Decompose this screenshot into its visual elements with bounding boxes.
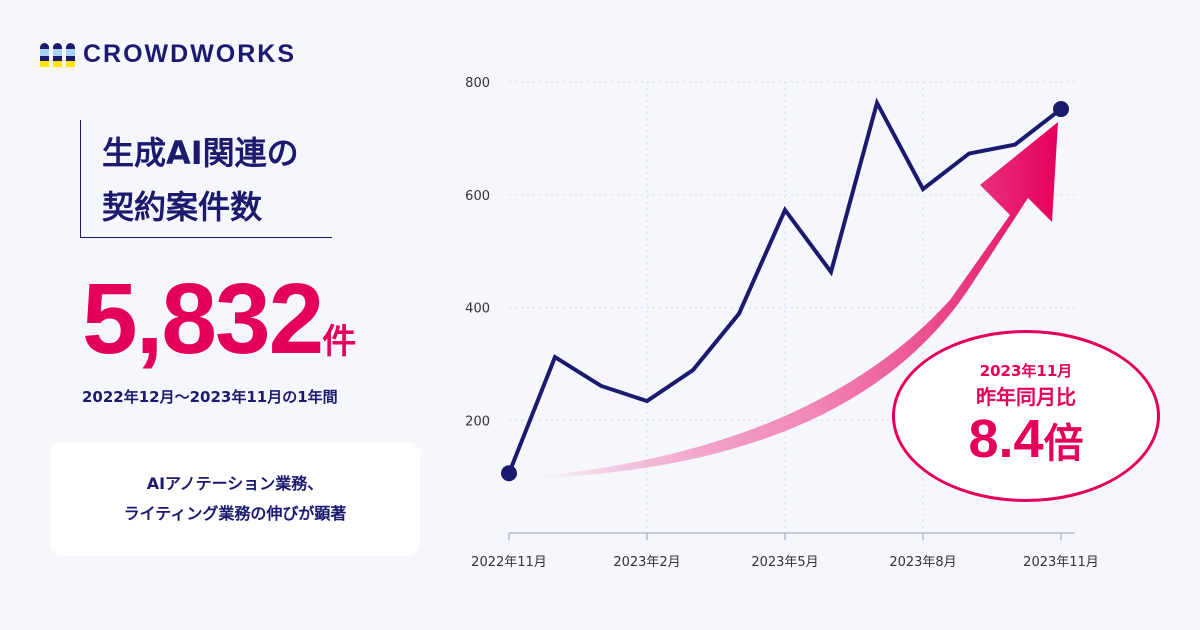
y-tick-label: 200 — [465, 414, 490, 429]
badge-value: 8.4 — [968, 408, 1044, 469]
badge-date: 2023年11月 — [979, 361, 1073, 380]
y-tick-label: 800 — [465, 76, 490, 91]
y-tick-label: 600 — [465, 189, 490, 204]
series-line — [507, 97, 1063, 474]
data-point — [1053, 101, 1069, 118]
headline-bubble — [80, 120, 332, 238]
note-line1: AIアノテーション業務、 — [146, 474, 324, 493]
note-line2: ライティング業務の伸びが顕著 — [123, 504, 347, 523]
x-tick-label: 2023年5月 — [751, 555, 818, 570]
contract-count: 5,832件 — [82, 262, 356, 377]
period-text: 2022年12月〜2023年11月の1年間 — [82, 388, 338, 406]
growth-arrow — [540, 122, 1058, 478]
logo-text: CROWDWORKS — [83, 40, 297, 68]
headline-line1: 生成AI関連の — [102, 134, 299, 172]
data-point — [501, 465, 517, 482]
x-tick-label: 2023年2月 — [613, 555, 680, 570]
yoy-badge: 2023年11月 昨年同月比 8.4倍 — [892, 330, 1160, 502]
count-unit: 件 — [322, 322, 357, 362]
headline: 生成AI関連の 契約案件数 — [102, 126, 299, 234]
logo-mark-icon — [40, 42, 75, 67]
headline-line2: 契約案件数 — [102, 188, 263, 226]
note-card: AIアノテーション業務、 ライティング業務の伸びが顕著 — [50, 442, 420, 556]
x-tick-label: 2022年11月 — [471, 555, 547, 570]
count-value: 5,832 — [82, 263, 324, 375]
y-tick-label: 400 — [465, 302, 490, 317]
crowdworks-logo: CROWDWORKS — [40, 40, 296, 69]
badge-unit: 倍 — [1043, 420, 1084, 467]
badge-label: 昨年同月比 — [976, 384, 1076, 409]
x-tick-label: 2023年11月 — [1023, 555, 1099, 570]
x-tick-label: 2023年8月 — [889, 555, 956, 570]
